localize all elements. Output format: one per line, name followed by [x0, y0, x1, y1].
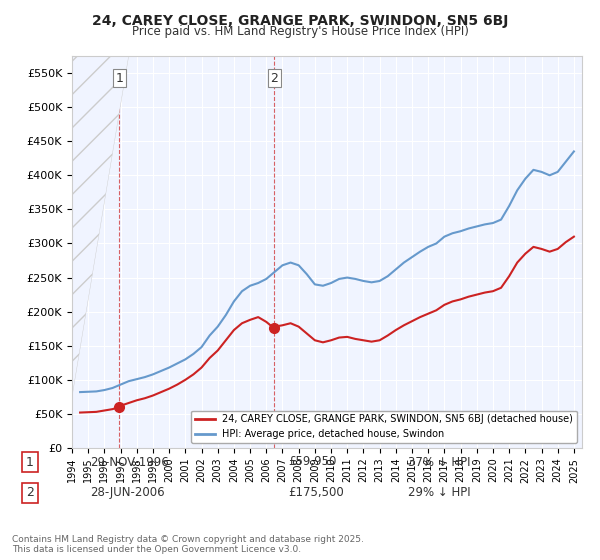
Text: 29% ↓ HPI: 29% ↓ HPI [408, 486, 470, 500]
Text: 29-NOV-1996: 29-NOV-1996 [90, 455, 169, 469]
Text: £59,950: £59,950 [288, 455, 337, 469]
Polygon shape [72, 56, 128, 397]
Text: 37% ↓ HPI: 37% ↓ HPI [408, 455, 470, 469]
Text: 28-JUN-2006: 28-JUN-2006 [90, 486, 164, 500]
Text: 24, CAREY CLOSE, GRANGE PARK, SWINDON, SN5 6BJ: 24, CAREY CLOSE, GRANGE PARK, SWINDON, S… [92, 14, 508, 28]
Text: 2: 2 [26, 486, 34, 500]
Legend: 24, CAREY CLOSE, GRANGE PARK, SWINDON, SN5 6BJ (detached house), HPI: Average pr: 24, CAREY CLOSE, GRANGE PARK, SWINDON, S… [191, 410, 577, 443]
Text: Price paid vs. HM Land Registry's House Price Index (HPI): Price paid vs. HM Land Registry's House … [131, 25, 469, 38]
Text: £175,500: £175,500 [288, 486, 344, 500]
Text: Contains HM Land Registry data © Crown copyright and database right 2025.
This d: Contains HM Land Registry data © Crown c… [12, 535, 364, 554]
Text: 2: 2 [270, 72, 278, 85]
Text: 1: 1 [115, 72, 123, 85]
Text: 1: 1 [26, 455, 34, 469]
